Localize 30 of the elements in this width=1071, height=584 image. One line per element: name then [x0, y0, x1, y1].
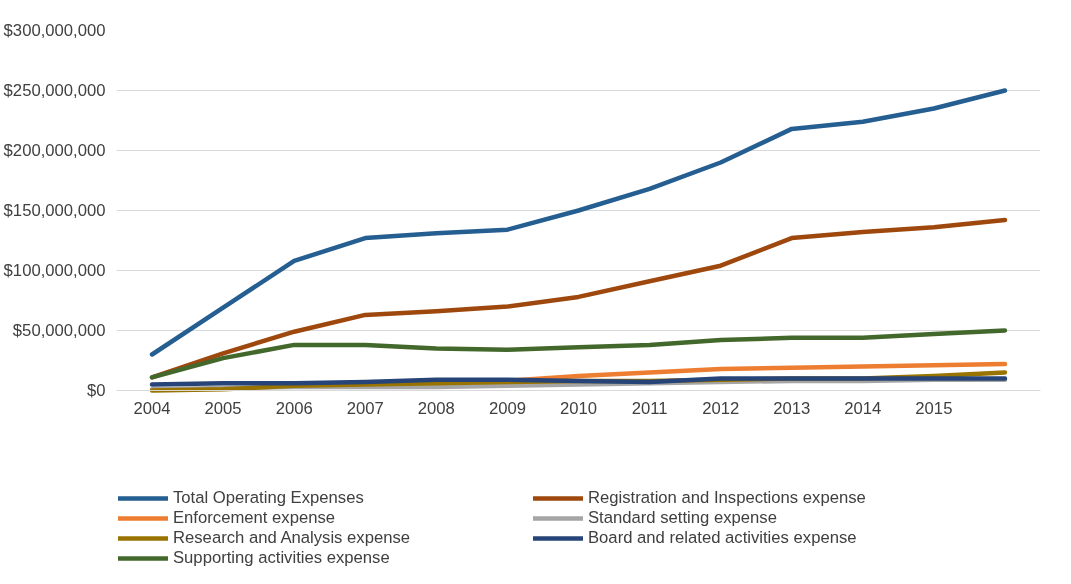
x-tick-label: 2006 — [275, 398, 313, 418]
legend-label: Research and Analysis expense — [173, 528, 412, 548]
x-tick-label: 2010 — [559, 398, 598, 418]
line-series — [149, 88, 1008, 357]
x-tick-label: 2011 — [631, 398, 668, 418]
y-tick-label: $50,000,000 — [12, 321, 106, 340]
legend-label: Total Operating Expenses — [173, 488, 365, 508]
line-series — [149, 376, 1008, 387]
x-tick-label: 2013 — [773, 398, 811, 418]
x-tick-label: 2005 — [204, 398, 242, 418]
legend-label: Registration and Inspections expense — [588, 488, 867, 508]
x-tick-label: 2008 — [417, 398, 455, 418]
legend-label: Standard setting expense — [588, 508, 778, 528]
x-tick-label: 2007 — [346, 398, 384, 418]
y-tick-label: $100,000,000 — [3, 261, 106, 280]
x-tick-label: 2014 — [844, 398, 882, 418]
legend-label: Enforcement expense — [173, 508, 337, 528]
x-tick-label: 2015 — [915, 398, 953, 418]
y-tick-label: $200,000,000 — [3, 141, 106, 160]
legend-label: Supporting activities expense — [173, 548, 391, 568]
x-tick-label: 2004 — [133, 398, 171, 418]
x-tick-label: 2009 — [488, 398, 526, 418]
y-tick-label: $250,000,000 — [3, 81, 106, 100]
legend-label: Board and related activities expense — [588, 528, 858, 548]
line-series — [149, 328, 1008, 380]
y-tick-label: $150,000,000 — [3, 201, 106, 220]
y-tick-label: $300,000,000 — [3, 21, 106, 40]
x-tick-label: 2012 — [702, 398, 740, 418]
y-tick-label: $0 — [86, 381, 106, 400]
line-series — [149, 217, 1008, 380]
